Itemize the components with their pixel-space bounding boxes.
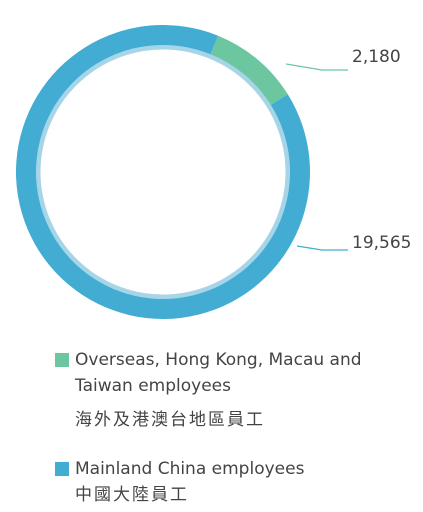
- data-label: 2,180: [352, 47, 401, 67]
- chart: 2,180 19,565: [15, 24, 411, 320]
- legend-item: Mainland China employees 中國大陸員工: [55, 456, 385, 508]
- legend-label-zh: 海外及港澳台地區員工: [75, 410, 265, 430]
- leader-line: [285, 63, 348, 71]
- inner-ring: [35, 44, 291, 300]
- legend-label: Overseas, Hong Kong, Macau and Taiwan em…: [75, 350, 362, 396]
- legend-swatch: [55, 353, 69, 367]
- legend-item: Overseas, Hong Kong, Macau and Taiwan em…: [55, 347, 385, 433]
- data-label: 19,565: [352, 233, 411, 253]
- legend-swatch: [55, 462, 69, 476]
- legend-label: Mainland China employees: [75, 459, 305, 479]
- donut-segment: [210, 35, 288, 105]
- legend-label-zh: 中國大陸員工: [75, 485, 189, 505]
- leader-line: [296, 245, 348, 251]
